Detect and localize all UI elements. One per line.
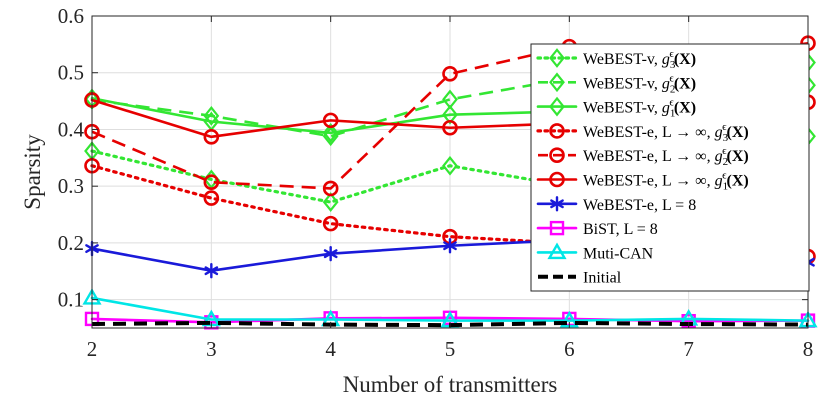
legend-entry: WeBEST-e, L → ∞, g2ϵ(X) bbox=[538, 145, 749, 168]
legend-entry: WeBEST-v, g1ϵ(X) bbox=[536, 96, 696, 120]
y-tick-label: 0.5 bbox=[58, 61, 84, 85]
legend-label: WeBEST-e, L → ∞, g3ϵ(X) bbox=[583, 121, 749, 144]
data-point bbox=[443, 238, 457, 254]
x-tick-label: 3 bbox=[206, 337, 217, 361]
legend-label: BiST, L = 8 bbox=[583, 221, 658, 238]
legend-entry: Initial bbox=[538, 270, 622, 287]
legend-label: WeBEST-v, g3ϵ(X) bbox=[583, 48, 696, 71]
y-tick-label: 0.3 bbox=[58, 174, 84, 198]
x-tick-label: 8 bbox=[803, 337, 814, 361]
legend-label: WeBEST-e, L → ∞, g2ϵ(X) bbox=[583, 145, 749, 168]
data-point bbox=[203, 190, 220, 206]
legend-marker bbox=[549, 147, 565, 163]
legend-marker bbox=[549, 96, 565, 117]
legend-marker bbox=[549, 171, 565, 188]
series-line bbox=[90, 164, 810, 259]
legend-entry: WeBEST-e, L = 8 bbox=[536, 196, 696, 214]
legend-entry: Muti-CAN bbox=[536, 242, 654, 262]
data-point bbox=[442, 66, 458, 82]
legend-label: WeBEST-v, g1ϵ(X) bbox=[583, 97, 696, 120]
data-point bbox=[322, 215, 339, 232]
legend-label: WeBEST-e, L → ∞, g1ϵ(X) bbox=[583, 170, 749, 193]
series-line bbox=[90, 296, 810, 322]
legend-entry: BiST, L = 8 bbox=[536, 220, 658, 238]
legend-label: WeBEST-v, g2ϵ(X) bbox=[583, 72, 696, 95]
data-point bbox=[322, 180, 339, 197]
y-axis-label: Sparsity bbox=[20, 134, 45, 210]
x-tick-label: 2 bbox=[87, 337, 98, 361]
legend-entry: WeBEST-v, g2ϵ(X) bbox=[538, 72, 696, 95]
legend-label: WeBEST-e, L = 8 bbox=[583, 197, 696, 214]
legend-marker bbox=[547, 242, 567, 260]
legend: WeBEST-v, g3ϵ(X)WeBEST-v, g2ϵ(X)WeBEST-v… bbox=[530, 43, 810, 292]
legend-marker bbox=[549, 123, 565, 139]
y-tick-label: 0.1 bbox=[58, 288, 84, 312]
axis-ticks: 2 3 4 5 6 7 8 0.1 0.2 0.3 0.4 0.5 0.6 bbox=[58, 4, 814, 361]
legend-label: Initial bbox=[583, 270, 622, 287]
legend-marker bbox=[549, 220, 565, 236]
x-tick-label: 4 bbox=[325, 337, 336, 361]
data-point bbox=[442, 119, 458, 136]
data-point bbox=[442, 155, 458, 176]
legend-entry: WeBEST-e, L → ∞, g3ϵ(X) bbox=[536, 121, 749, 144]
data-point bbox=[204, 263, 219, 279]
legend-marker bbox=[550, 196, 564, 212]
data-point bbox=[442, 104, 458, 125]
data-point bbox=[203, 129, 220, 145]
legend-box bbox=[530, 43, 810, 292]
x-axis-label: Number of transmitters bbox=[343, 372, 558, 397]
legend-label: Muti-CAN bbox=[583, 245, 654, 262]
data-point bbox=[322, 192, 339, 212]
x-tick-label: 7 bbox=[683, 337, 694, 361]
data-point bbox=[322, 122, 339, 143]
data-point bbox=[323, 245, 338, 262]
y-tick-label: 0.6 bbox=[58, 4, 84, 28]
data-point bbox=[322, 112, 339, 129]
data-point bbox=[203, 105, 220, 126]
y-tick-label: 0.2 bbox=[58, 231, 84, 255]
data-point bbox=[203, 174, 220, 191]
legend-marker bbox=[549, 48, 565, 68]
x-tick-label: 5 bbox=[445, 337, 456, 361]
legend-marker bbox=[549, 72, 565, 93]
legend-entry: WeBEST-v, g3ϵ(X) bbox=[536, 48, 696, 71]
legend-entry: WeBEST-e, L → ∞, g1ϵ(X) bbox=[536, 170, 749, 193]
y-tick-label: 0.4 bbox=[58, 117, 85, 141]
x-tick-label: 6 bbox=[564, 337, 575, 361]
